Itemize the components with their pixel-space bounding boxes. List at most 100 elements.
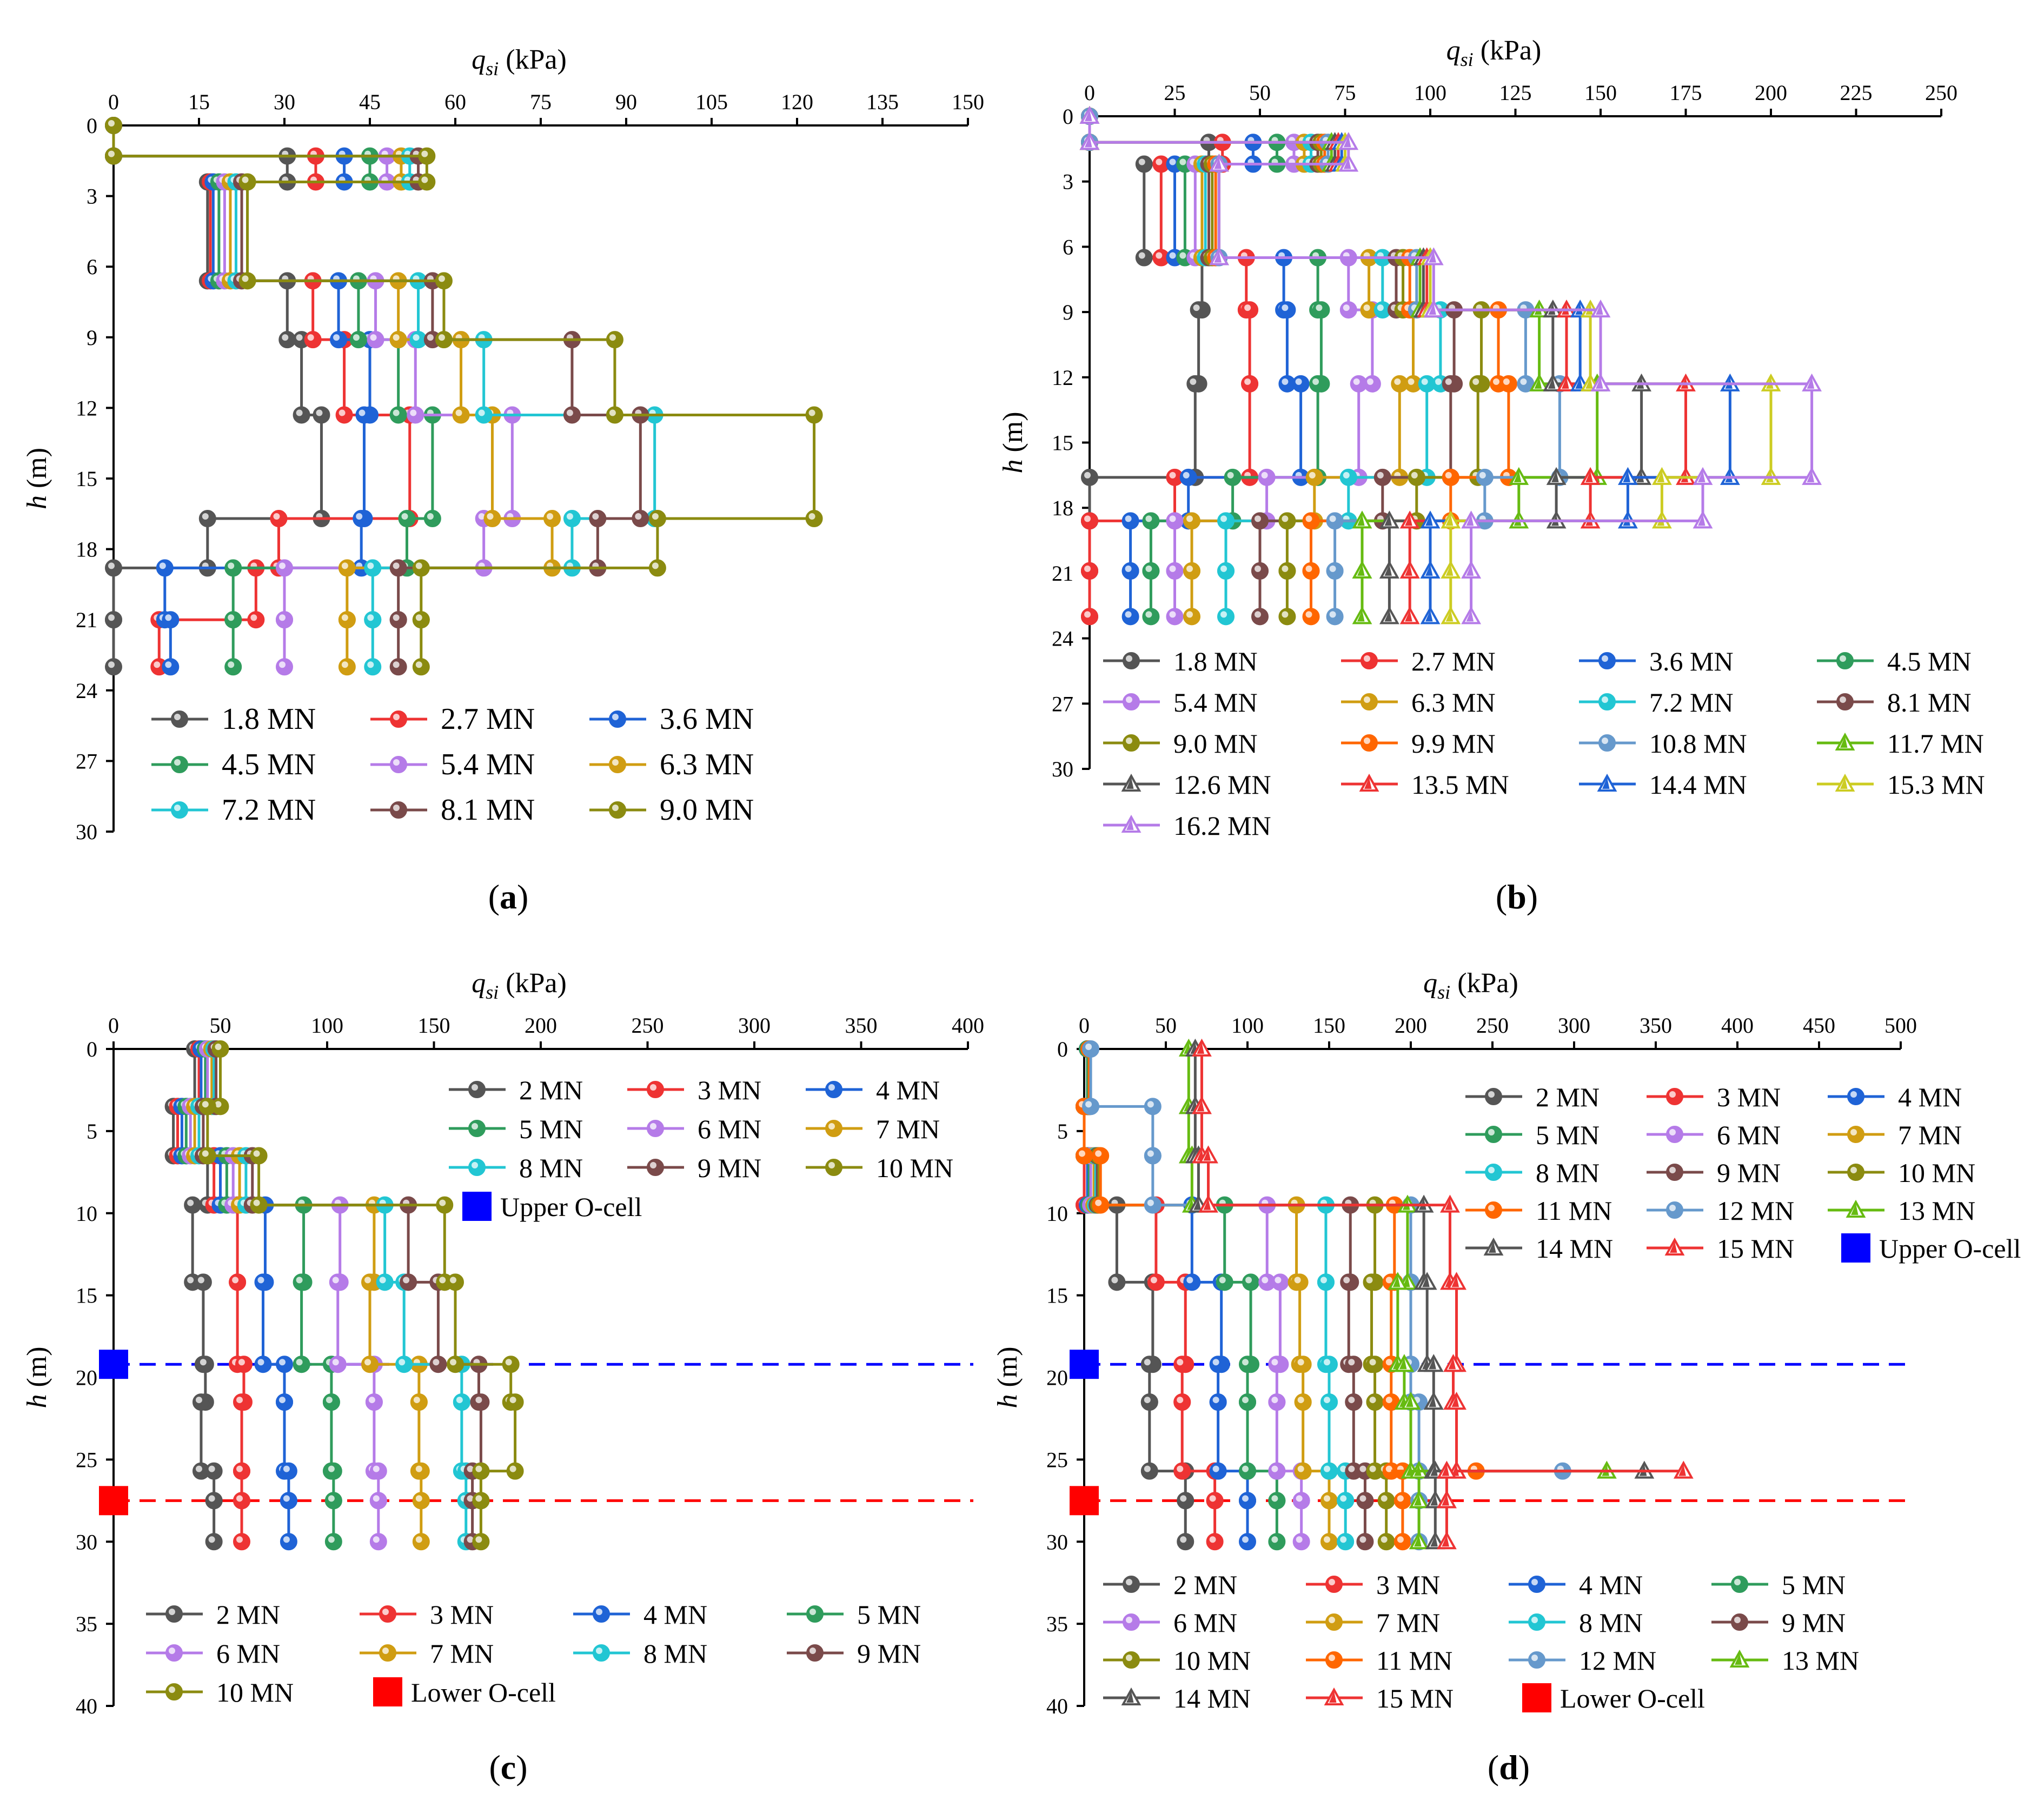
legend-marker-highlight xyxy=(1734,1617,1741,1623)
data-point-highlight xyxy=(1186,1277,1193,1284)
x-axis-title: qsi (kPa) xyxy=(472,44,567,79)
data-point-shade xyxy=(1429,251,1436,263)
data-point-highlight xyxy=(415,614,422,621)
data-point-highlight xyxy=(373,1536,380,1543)
data-point-highlight xyxy=(1324,1536,1330,1543)
data-point-highlight xyxy=(1177,1359,1184,1366)
data-point-highlight xyxy=(450,1277,456,1284)
legend-label: 15.3 MN xyxy=(1887,769,1985,800)
data-point-highlight xyxy=(1147,1150,1154,1157)
data-point-highlight xyxy=(1282,565,1289,572)
data-point-highlight xyxy=(332,1277,339,1284)
y-tick-label: 20 xyxy=(1046,1366,1068,1390)
data-point-highlight xyxy=(1271,1359,1278,1366)
legend-label: Lower O-cell xyxy=(1560,1683,1705,1713)
x-tick-label: 105 xyxy=(695,90,728,114)
legend-marker-highlight xyxy=(650,1084,656,1091)
series-line xyxy=(1088,116,1483,617)
data-point-highlight xyxy=(282,334,289,341)
y-tick-label: 20 xyxy=(76,1366,97,1390)
data-point-shade xyxy=(1596,303,1603,315)
upper-ocell-marker xyxy=(1070,1350,1099,1379)
data-point-highlight xyxy=(1343,304,1350,311)
data-point-highlight xyxy=(215,1101,222,1108)
data-point-highlight xyxy=(1297,1397,1304,1404)
y-axis-title: h (m) xyxy=(22,448,52,509)
data-point-highlight xyxy=(228,562,235,569)
x-tick-label: 30 xyxy=(274,90,295,114)
data-point-highlight xyxy=(1493,378,1499,385)
data-point-highlight xyxy=(1329,611,1336,618)
data-point-highlight xyxy=(410,409,417,416)
legend-label: 14 MN xyxy=(1536,1233,1613,1264)
series-1-8-MN xyxy=(1081,108,1218,626)
legend-marker-highlight xyxy=(809,1648,816,1654)
x-tick-label: 100 xyxy=(1414,81,1446,105)
data-point-highlight xyxy=(1262,1277,1269,1284)
legend-label: 2 MN xyxy=(1173,1570,1237,1600)
x-tick-label: 400 xyxy=(1721,1013,1754,1038)
data-point-highlight xyxy=(1385,1359,1392,1366)
y-tick-label: 27 xyxy=(1052,692,1073,716)
legend-marker-highlight xyxy=(1531,1617,1538,1623)
legend-label: 7 MN xyxy=(1376,1608,1440,1638)
legend-label: 3 MN xyxy=(430,1599,494,1630)
data-point-highlight xyxy=(1359,1465,1366,1472)
data-point-shade xyxy=(1451,1276,1459,1287)
legend-label: 14.4 MN xyxy=(1649,769,1747,800)
data-point-highlight xyxy=(1445,378,1452,385)
legend-marker-highlight xyxy=(1734,1579,1741,1585)
series-line xyxy=(112,125,642,667)
series-6-3-MN xyxy=(105,117,561,676)
data-point-highlight xyxy=(1296,1536,1303,1543)
series-line xyxy=(112,125,554,667)
legend-label: 7.2 MN xyxy=(222,793,316,827)
data-point-highlight xyxy=(1385,1277,1392,1284)
data-point-highlight xyxy=(1242,1359,1249,1366)
data-point-shade xyxy=(1698,470,1705,482)
y-tick-label: 21 xyxy=(76,608,97,632)
legend-marker-highlight xyxy=(169,1648,175,1654)
x-tick-label: 0 xyxy=(1079,1013,1090,1038)
x-tick-label: 45 xyxy=(359,90,381,114)
series-7-MN xyxy=(186,1040,430,1551)
series-13-5-MN xyxy=(1079,105,1696,625)
data-point-highlight xyxy=(1359,1536,1366,1543)
data-point-highlight xyxy=(1353,378,1360,385)
y-tick-label: 18 xyxy=(76,537,97,562)
data-point-highlight xyxy=(1329,515,1336,522)
legend-marker-shade xyxy=(1126,778,1134,789)
y-tick-label: 35 xyxy=(76,1612,97,1636)
legend-marker-highlight xyxy=(828,1123,835,1130)
data-point-highlight xyxy=(487,513,494,520)
data-point-highlight xyxy=(475,1397,482,1404)
legend-marker-highlight xyxy=(1602,696,1608,703)
legend-marker-shade xyxy=(1670,1241,1677,1253)
legend-marker-shade xyxy=(1364,778,1372,789)
legend-label: Upper O-cell xyxy=(500,1192,642,1222)
legend-label: 4 MN xyxy=(876,1075,940,1105)
data-point-highlight xyxy=(165,614,172,621)
data-point-highlight xyxy=(415,1495,422,1502)
legend-marker-shade xyxy=(1602,778,1610,789)
data-point-shade xyxy=(1807,470,1815,482)
data-point-highlight xyxy=(307,334,314,341)
data-point-highlight xyxy=(257,1359,264,1366)
data-point-highlight xyxy=(279,614,286,621)
data-point-highlight xyxy=(403,1277,410,1284)
data-point-highlight xyxy=(364,1359,371,1366)
series-line xyxy=(112,125,412,667)
data-point-highlight xyxy=(195,1397,202,1404)
y-tick-label: 0 xyxy=(1057,1037,1068,1061)
legend-label: 6.3 MN xyxy=(1411,687,1496,718)
data-point-highlight xyxy=(242,176,249,183)
data-point-highlight xyxy=(652,562,659,569)
data-point-shade xyxy=(1442,1464,1449,1476)
data-point-shade xyxy=(1425,564,1433,576)
data-point-highlight xyxy=(1255,611,1261,618)
data-point-highlight xyxy=(475,1536,482,1543)
data-point-highlight xyxy=(1297,1465,1304,1472)
data-point-highlight xyxy=(1340,1495,1347,1502)
data-point-highlight xyxy=(433,1359,440,1366)
x-tick-label: 50 xyxy=(1155,1013,1177,1038)
